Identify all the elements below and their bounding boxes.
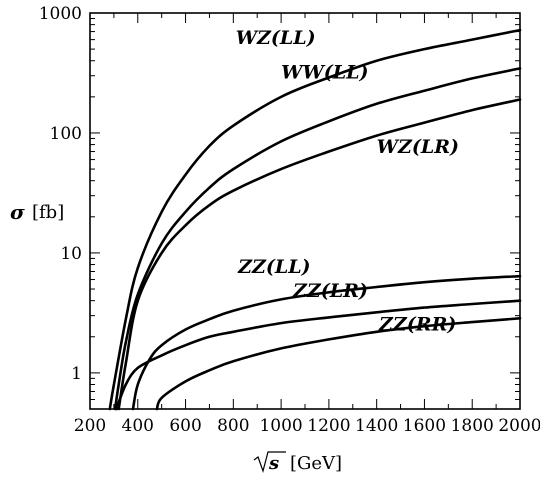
series-label-wz-lr: WZ(LR): [377, 136, 459, 158]
x-axis-unit: [GeV]: [290, 453, 342, 474]
series-line-ww-ll: [113, 67, 522, 411]
series-label-zz-ll: ZZ(LL): [237, 256, 310, 278]
y-tick-label: 10: [60, 244, 82, 264]
y-axis-symbol: σ: [10, 200, 25, 224]
x-tick-label: 1200: [307, 416, 350, 436]
x-tick-label: 200: [74, 416, 106, 436]
series-label-wz-ll: WZ(LL): [236, 27, 316, 49]
series-label-zz-lr: ZZ(LR): [292, 280, 368, 302]
series-line-wz-lr: [117, 98, 522, 411]
x-tick-label: 600: [169, 416, 201, 436]
axis-ticks: [89, 12, 521, 410]
sqrt-radical: [253, 451, 286, 474]
series-line-zz-rr: [155, 317, 522, 411]
series-label-zz-rr: ZZ(RR): [378, 314, 456, 336]
y-tick-label: 1000: [39, 4, 82, 24]
series-line-zz-lr: [115, 299, 522, 411]
x-tick-label: 2000: [498, 416, 540, 436]
y-tick-label: 100: [50, 124, 82, 144]
series-label-ww-ll: WW(LL): [281, 61, 368, 83]
y-tick-label: 1: [71, 364, 82, 384]
axis-tick-labels: 200 400 600 800 1000 1200 1400 1600 1800 20001101…: [39, 4, 540, 436]
x-axis-title: s [GeV]: [253, 451, 342, 474]
series-curves: [108, 28, 522, 411]
series-line-wz-ll: [108, 28, 522, 411]
x-tick-label: 1400: [355, 416, 398, 436]
x-tick-label: 800: [217, 416, 249, 436]
y-axis-unit: [fb]: [32, 202, 64, 223]
y-axis-title: σ [fb]: [10, 200, 64, 224]
x-tick-label: 400: [122, 416, 154, 436]
series-line-zz-ll: [131, 274, 522, 411]
x-tick-label: 1600: [403, 416, 446, 436]
series-labels: WZ(LL) WW(LL) WZ(LR) ZZ(LL)ZZ(LR) ZZ(RR): [236, 27, 459, 335]
x-tick-label: 1800: [451, 416, 494, 436]
x-axis-symbol: s: [268, 453, 279, 474]
x-tick-label: 1000: [259, 416, 302, 436]
